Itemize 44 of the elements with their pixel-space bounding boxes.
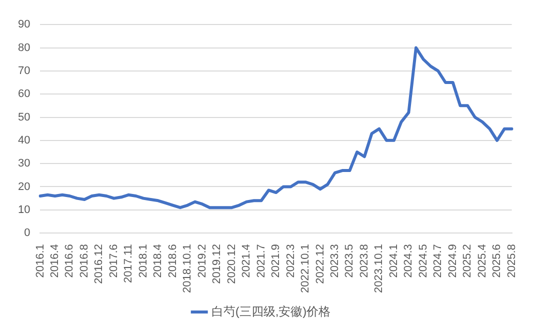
y-tick-label: 80 [18,42,30,54]
x-tick-label: 2016.4 [49,244,62,278]
x-tick-label: 2024.1 [388,244,400,278]
x-tick-label: 2025.8 [506,244,518,278]
x-tick-label: 2025.2 [462,244,474,278]
x-tick-label: 2022.3 [284,244,297,278]
x-tick-label: 2023.8 [358,244,370,278]
x-tick-label: 2018.6 [166,244,179,278]
x-tick-label: 2023.3 [328,244,341,278]
x-tick-label: 2016.1 [34,244,46,278]
x-tick-label: 2021.4 [240,244,253,278]
legend-label: 白芍(三四级,安徽)价格 [211,304,331,318]
y-tick-label: 90 [18,18,30,31]
x-tick-label: 2023.10.1 [373,244,386,293]
x-tick-label: 2023.5 [344,244,356,278]
x-tick-label: 2020.12 [226,244,238,284]
x-tick-label: 2024.9 [446,244,459,278]
x-tick-label: 2019.2 [196,244,208,278]
x-tick-label: 2019.12 [211,244,224,284]
x-tick-label: 2018.10.1 [182,244,194,293]
x-tick-label: 2024.5 [417,244,430,278]
y-tick-label: 10 [18,204,30,216]
x-tick-label: 2017.6 [108,244,120,278]
x-tick-label: 2024.7 [432,244,444,278]
x-tick-label: 2025.6 [491,244,504,278]
x-tick-label: 2021.7 [255,244,268,278]
x-tick-label: 2017.11 [122,244,135,284]
x-tick-label: 2016.6 [64,244,76,278]
x-tick-label: 2025.4 [476,244,488,278]
x-tick-label: 2021.9 [270,244,282,278]
y-tick-label: 30 [18,158,30,170]
x-tick-label: 2018.1 [137,244,150,278]
y-tick-label: 70 [18,64,30,77]
y-tick-label: 20 [18,180,30,193]
x-tick-label: 2018.4 [152,244,164,278]
y-tick-label: 50 [18,111,30,124]
x-tick-label: 2016.12 [93,244,106,284]
x-tick-label: 2024.3 [402,244,415,278]
x-tick-label: 2022.12 [314,244,326,284]
y-tick-label: 60 [18,88,30,100]
y-tick-label: 0 [24,227,30,240]
x-tick-label: 2016.8 [78,244,90,278]
y-tick-label: 40 [18,134,30,146]
x-tick-label: 2022.10.1 [300,244,312,293]
